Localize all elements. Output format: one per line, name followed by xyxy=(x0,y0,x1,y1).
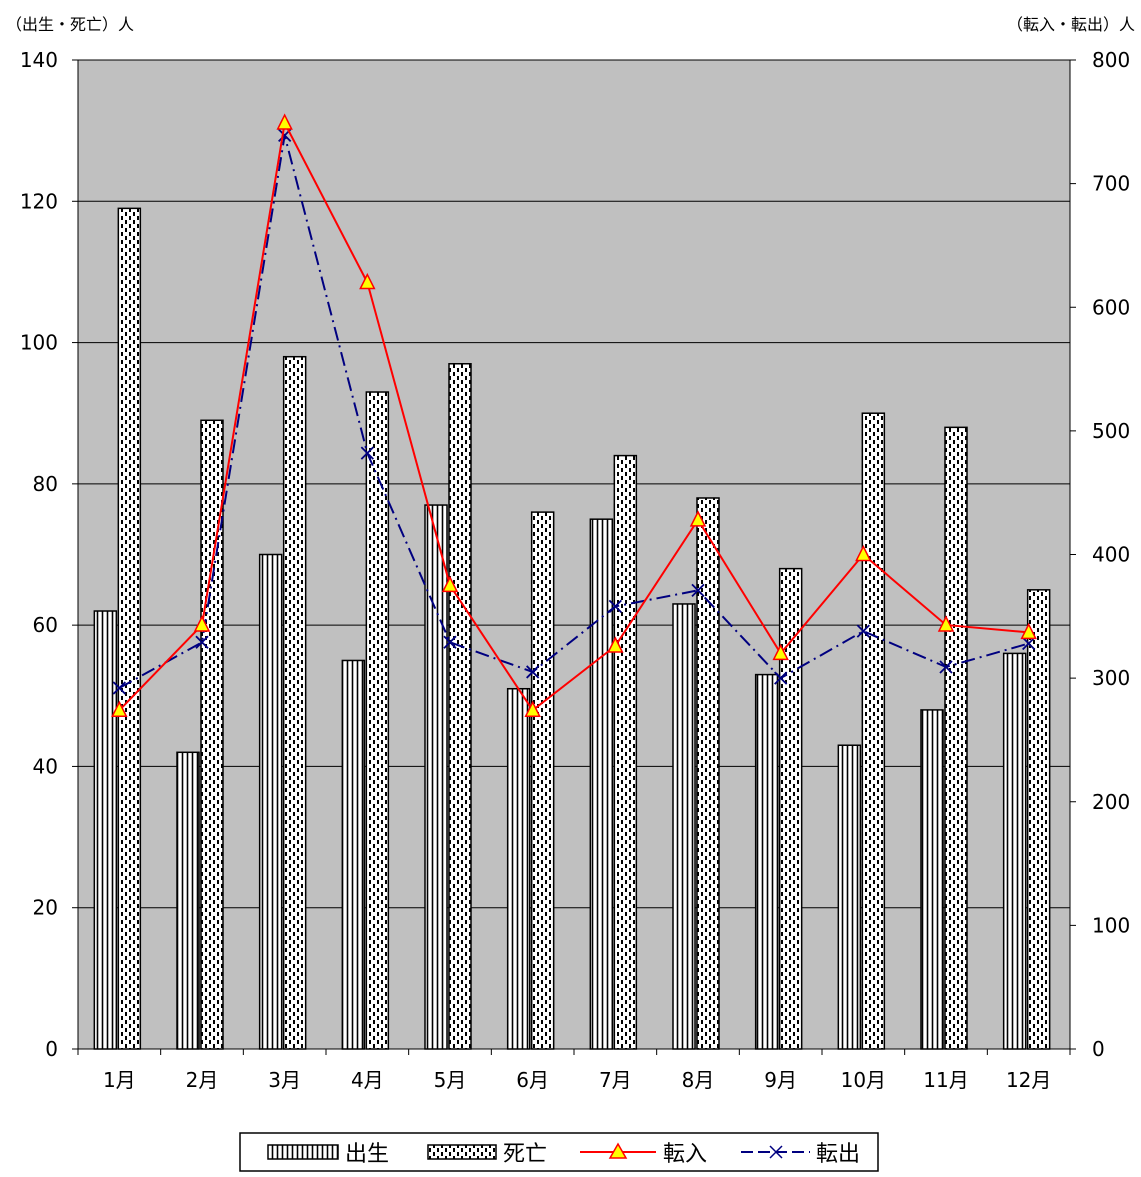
bar-death xyxy=(944,426,968,1050)
x-tick-label: 7月 xyxy=(599,1068,632,1092)
right-tick-label: 700 xyxy=(1092,172,1130,196)
legend-swatch-in-marker xyxy=(608,1142,628,1159)
marker-tennyu xyxy=(111,700,128,718)
right-tick-label: 600 xyxy=(1092,295,1130,319)
bar-death xyxy=(778,567,803,1050)
left-axis: 0 20 40 60 80 100 120 140 xyxy=(20,48,78,1061)
line-tenshutsu xyxy=(118,135,1029,689)
lines xyxy=(111,113,1037,718)
x-tick-label: 10月 xyxy=(841,1068,886,1092)
marker-tenshutsu xyxy=(195,635,209,649)
x-tick-label: 4月 xyxy=(351,1068,384,1092)
x-tick-label: 5月 xyxy=(434,1068,467,1092)
marker-tennyu xyxy=(441,575,459,593)
bar-birth xyxy=(341,659,366,1050)
marker-tennyu xyxy=(855,544,872,562)
marker-tenshutsu xyxy=(112,681,126,695)
marker-tennyu xyxy=(772,643,789,661)
x-tick-label: 8月 xyxy=(682,1068,715,1092)
marker-tenshutsu xyxy=(360,446,374,460)
bar-death xyxy=(282,355,307,1050)
right-axis: 0 100 200 300 400 500 600 700 800 xyxy=(1070,48,1130,1061)
bar-death xyxy=(117,207,142,1050)
left-axis-unit-label: （出生・死亡）人 xyxy=(6,15,134,34)
bar-birth xyxy=(754,673,779,1050)
bar-birth xyxy=(176,751,200,1050)
bar-death xyxy=(200,419,224,1050)
bar-death xyxy=(696,497,720,1050)
marker-tenshutsu xyxy=(1022,636,1036,651)
legend-label-birth: 出生 xyxy=(345,1142,389,1167)
right-tick-label: 500 xyxy=(1092,419,1130,443)
right-tick-label: 100 xyxy=(1092,913,1130,937)
x-axis: 1月 2月 3月 4月 5月 6月 7月 8月 9月 10月 11月 12月 xyxy=(77,1049,1071,1092)
bar-birth xyxy=(424,504,448,1050)
marker-tenshutsu xyxy=(443,635,457,649)
x-tick-label: 9月 xyxy=(764,1068,797,1092)
bar-death xyxy=(861,412,886,1050)
marker-tennyu xyxy=(689,510,707,527)
x-tick-label: 6月 xyxy=(516,1068,549,1092)
left-tick-label: 140 xyxy=(20,48,58,72)
left-tick-label: 120 xyxy=(20,189,58,213)
bar-death xyxy=(365,391,390,1050)
left-tick-label: 0 xyxy=(45,1037,58,1061)
marker-tenshutsu xyxy=(608,599,622,614)
bars xyxy=(93,207,1051,1050)
marker-tennyu xyxy=(276,113,293,130)
bar-birth xyxy=(672,603,696,1050)
left-tick-label: 20 xyxy=(33,896,58,920)
legend: 出生 死亡 転入 転出 xyxy=(239,1132,879,1172)
marker-tennyu xyxy=(524,700,541,718)
legend-swatch-out-marker xyxy=(769,1145,783,1159)
marker-tennyu xyxy=(193,615,211,632)
marker-tennyu xyxy=(607,636,624,653)
legend-swatch-death xyxy=(427,1144,497,1160)
bar-death xyxy=(613,454,638,1050)
bar-death xyxy=(1026,589,1051,1050)
x-tick-label: 1月 xyxy=(103,1068,136,1092)
marker-tenshutsu xyxy=(774,671,788,685)
left-tick-label: 80 xyxy=(33,472,58,496)
marker-tenshutsu xyxy=(526,665,540,679)
marker-tenshutsu xyxy=(691,583,705,597)
bar-birth xyxy=(258,553,283,1050)
bar-birth xyxy=(1002,652,1027,1050)
gridlines xyxy=(78,200,1070,909)
marker-tenshutsu xyxy=(939,660,953,674)
bar-birth xyxy=(93,610,118,1050)
right-tick-label: 200 xyxy=(1092,790,1130,814)
right-tick-label: 300 xyxy=(1092,666,1130,690)
x-tick-label: 12月 xyxy=(1006,1068,1051,1092)
bar-birth xyxy=(837,744,862,1050)
right-tick-label: 0 xyxy=(1092,1037,1105,1061)
legend-label-in: 転入 xyxy=(663,1142,707,1167)
plot-area xyxy=(77,59,1071,1050)
left-tick-label: 100 xyxy=(20,331,58,355)
x-tick-label: 11月 xyxy=(923,1068,968,1092)
right-axis-unit-label: （転入・転出）人 xyxy=(1007,15,1135,34)
marker-tennyu xyxy=(359,272,376,290)
bar-death xyxy=(530,511,555,1050)
bar-birth xyxy=(589,518,614,1050)
bar-birth xyxy=(920,709,944,1050)
marker-tennyu xyxy=(937,615,955,632)
right-tick-label: 400 xyxy=(1092,543,1130,567)
bar-death xyxy=(448,363,472,1050)
bar-birth xyxy=(506,687,531,1050)
right-tick-label: 800 xyxy=(1092,48,1130,72)
marker-tennyu xyxy=(1020,622,1037,640)
left-tick-label: 40 xyxy=(33,754,58,778)
x-tick-label: 2月 xyxy=(186,1068,219,1092)
line-tennyu xyxy=(118,119,1029,712)
marker-tenshutsu xyxy=(856,624,870,638)
x-tick-label: 3月 xyxy=(268,1068,301,1092)
legend-label-out: 転出 xyxy=(816,1142,860,1167)
legend-swatch-birth xyxy=(267,1144,339,1160)
legend-box xyxy=(239,1132,879,1172)
legend-label-death: 死亡 xyxy=(503,1142,547,1167)
left-tick-label: 60 xyxy=(33,613,58,637)
